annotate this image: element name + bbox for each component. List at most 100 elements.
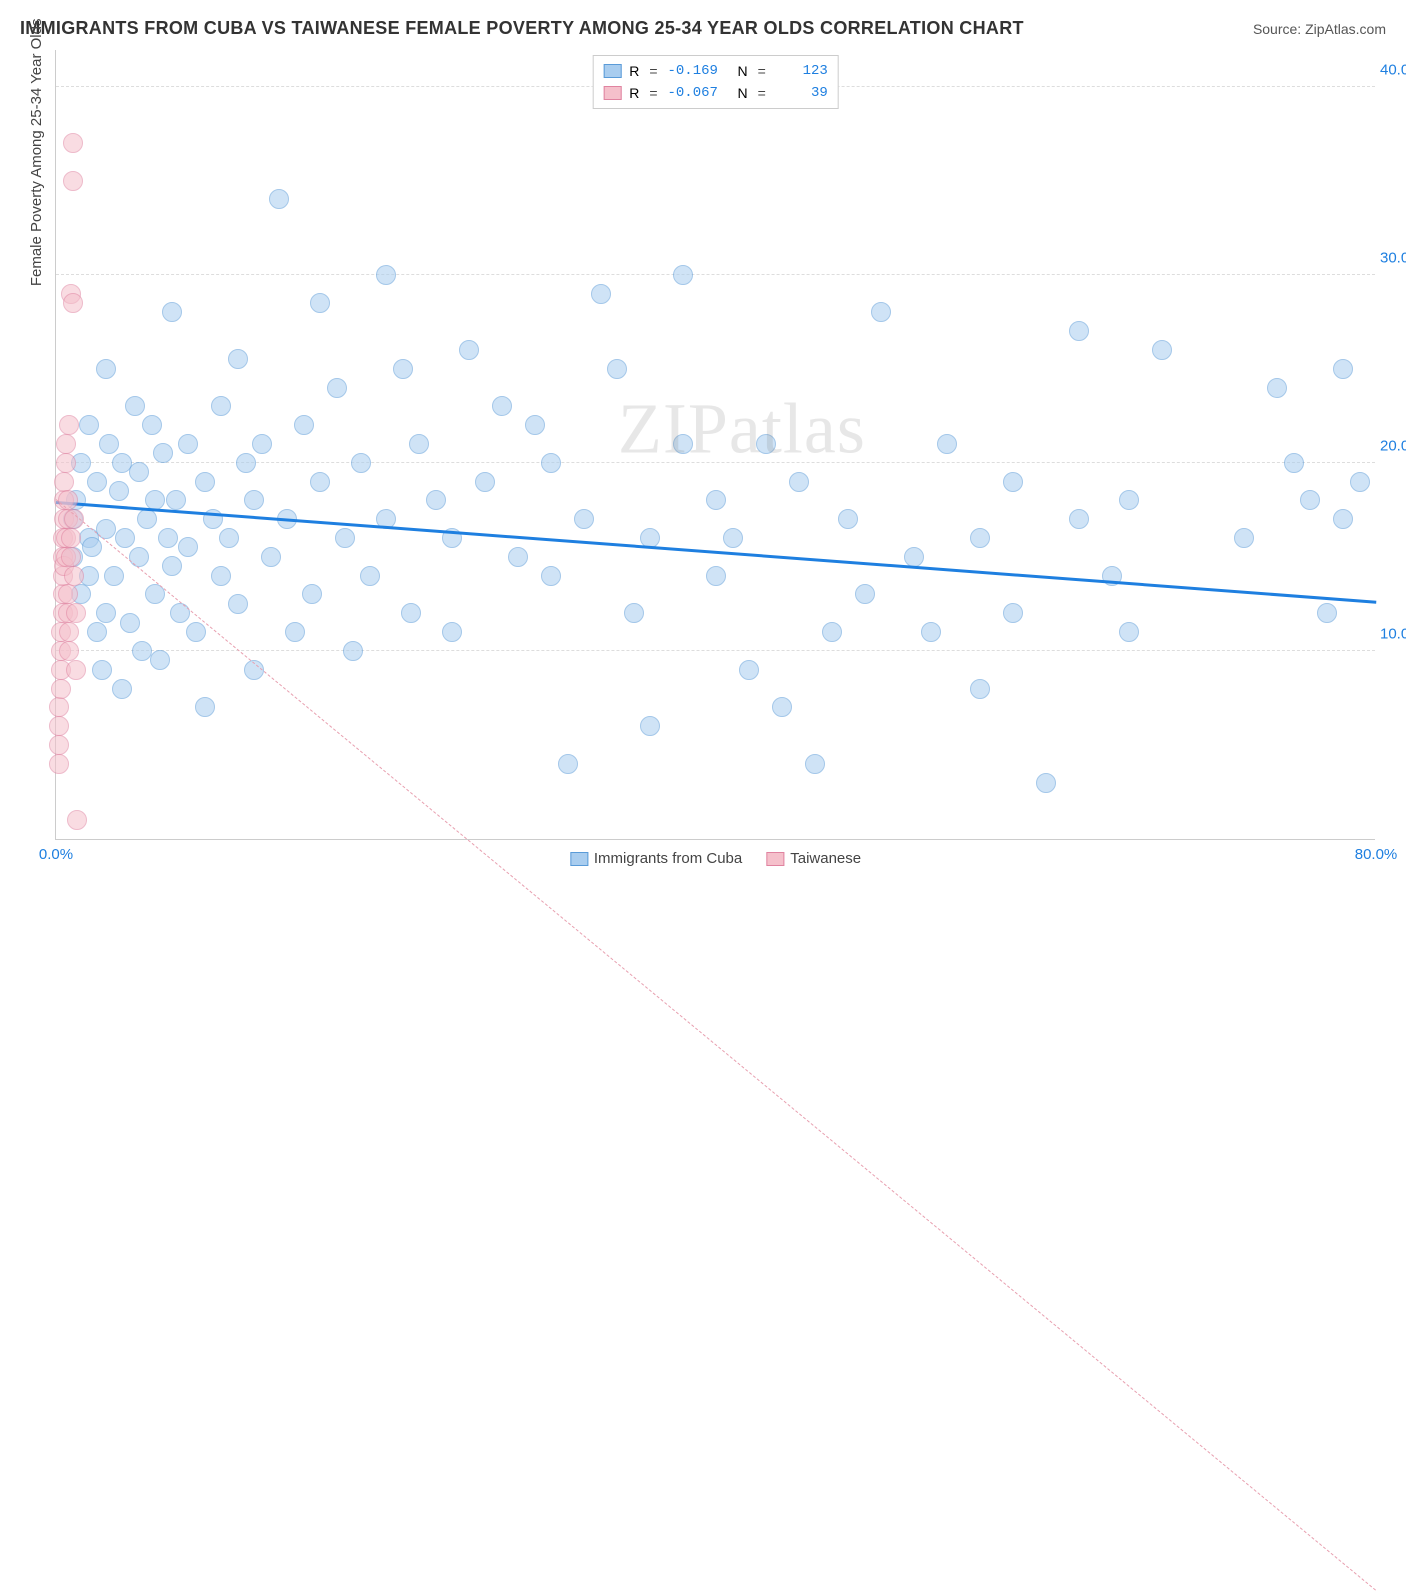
data-point bbox=[54, 472, 74, 492]
data-point bbox=[64, 566, 84, 586]
data-point bbox=[195, 472, 215, 492]
data-point bbox=[56, 434, 76, 454]
data-point bbox=[211, 566, 231, 586]
data-point bbox=[162, 556, 182, 576]
data-point bbox=[739, 660, 759, 680]
data-point bbox=[153, 443, 173, 463]
data-point bbox=[261, 547, 281, 567]
data-point bbox=[1350, 472, 1370, 492]
data-point bbox=[228, 349, 248, 369]
data-point bbox=[166, 490, 186, 510]
data-point bbox=[61, 547, 81, 567]
data-point bbox=[132, 641, 152, 661]
data-point bbox=[871, 302, 891, 322]
data-point bbox=[558, 754, 578, 774]
legend-n-label: N bbox=[738, 82, 748, 104]
data-point bbox=[1267, 378, 1287, 398]
data-point bbox=[1069, 321, 1089, 341]
data-point bbox=[244, 490, 264, 510]
legend-swatch bbox=[603, 86, 621, 100]
data-point bbox=[150, 650, 170, 670]
data-point bbox=[1119, 622, 1139, 642]
legend-item: Taiwanese bbox=[766, 850, 861, 867]
data-point bbox=[66, 660, 86, 680]
data-point bbox=[1234, 528, 1254, 548]
data-point bbox=[855, 584, 875, 604]
data-point bbox=[376, 265, 396, 285]
data-point bbox=[838, 509, 858, 529]
data-point bbox=[63, 171, 83, 191]
grid-line bbox=[56, 274, 1375, 275]
data-point bbox=[327, 378, 347, 398]
data-point bbox=[49, 735, 69, 755]
data-point bbox=[492, 396, 512, 416]
legend-row: R=-0.067N=39 bbox=[603, 82, 828, 104]
data-point bbox=[82, 537, 102, 557]
y-tick-label: 40.0% bbox=[1380, 61, 1406, 78]
data-point bbox=[591, 284, 611, 304]
data-point bbox=[1119, 490, 1139, 510]
data-point bbox=[426, 490, 446, 510]
trend-line bbox=[56, 500, 1377, 1591]
data-point bbox=[56, 453, 76, 473]
watermark: ZIPatlas bbox=[618, 387, 866, 470]
data-point bbox=[211, 396, 231, 416]
data-point bbox=[87, 622, 107, 642]
data-point bbox=[789, 472, 809, 492]
data-point bbox=[49, 716, 69, 736]
legend-r-value: -0.169 bbox=[668, 60, 720, 82]
data-point bbox=[1300, 490, 1320, 510]
data-point bbox=[162, 302, 182, 322]
data-point bbox=[87, 472, 107, 492]
data-point bbox=[269, 189, 289, 209]
data-point bbox=[1003, 603, 1023, 623]
data-point bbox=[96, 603, 116, 623]
data-point bbox=[541, 566, 561, 586]
data-point bbox=[756, 434, 776, 454]
data-point bbox=[125, 396, 145, 416]
data-point bbox=[442, 622, 462, 642]
data-point bbox=[228, 594, 248, 614]
data-point bbox=[360, 566, 380, 586]
data-point bbox=[401, 603, 421, 623]
source-label: Source: ZipAtlas.com bbox=[1253, 21, 1386, 37]
data-point bbox=[252, 434, 272, 454]
data-point bbox=[294, 415, 314, 435]
data-point bbox=[219, 528, 239, 548]
data-point bbox=[706, 566, 726, 586]
data-point bbox=[508, 547, 528, 567]
data-point bbox=[475, 472, 495, 492]
data-point bbox=[79, 415, 99, 435]
legend-r-label: R bbox=[629, 60, 639, 82]
data-point bbox=[822, 622, 842, 642]
data-point bbox=[178, 434, 198, 454]
legend-correlation: R=-0.169N=123R=-0.067N=39 bbox=[592, 55, 839, 109]
data-point bbox=[673, 434, 693, 454]
legend-label: Immigrants from Cuba bbox=[594, 850, 742, 867]
data-point bbox=[49, 697, 69, 717]
data-point bbox=[459, 340, 479, 360]
data-point bbox=[723, 528, 743, 548]
data-point bbox=[115, 528, 135, 548]
legend-row: R=-0.169N=123 bbox=[603, 60, 828, 82]
data-point bbox=[525, 415, 545, 435]
data-point bbox=[186, 622, 206, 642]
data-point bbox=[393, 359, 413, 379]
data-point bbox=[335, 528, 355, 548]
data-point bbox=[285, 622, 305, 642]
chart-title: IMMIGRANTS FROM CUBA VS TAIWANESE FEMALE… bbox=[20, 18, 1024, 39]
data-point bbox=[129, 462, 149, 482]
data-point bbox=[120, 613, 140, 633]
data-point bbox=[310, 293, 330, 313]
data-point bbox=[1333, 359, 1353, 379]
y-tick-label: 30.0% bbox=[1380, 249, 1406, 266]
data-point bbox=[112, 679, 132, 699]
data-point bbox=[92, 660, 112, 680]
data-point bbox=[904, 547, 924, 567]
data-point bbox=[158, 528, 178, 548]
data-point bbox=[58, 584, 78, 604]
x-tick-label: 0.0% bbox=[39, 846, 73, 863]
data-point bbox=[59, 641, 79, 661]
data-point bbox=[51, 679, 71, 699]
data-point bbox=[310, 472, 330, 492]
